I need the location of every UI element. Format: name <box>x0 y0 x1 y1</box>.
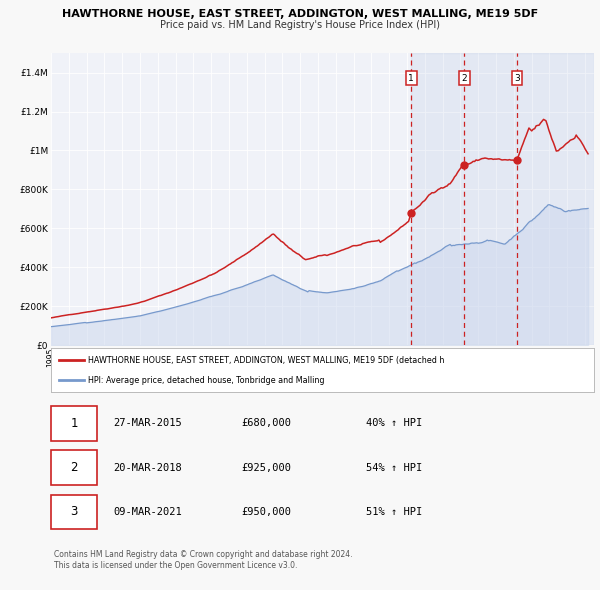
FancyBboxPatch shape <box>51 494 97 529</box>
Bar <box>411 53 594 345</box>
Text: 40% ↑ HPI: 40% ↑ HPI <box>366 418 422 428</box>
Text: £950,000: £950,000 <box>241 507 291 517</box>
Point <box>406 208 416 218</box>
Text: This data is licensed under the Open Government Licence v3.0.: This data is licensed under the Open Gov… <box>54 560 298 569</box>
Text: HAWTHORNE HOUSE, EAST STREET, ADDINGTON, WEST MALLING, ME19 5DF: HAWTHORNE HOUSE, EAST STREET, ADDINGTON,… <box>62 9 538 19</box>
Text: 3: 3 <box>514 74 520 83</box>
Text: Price paid vs. HM Land Registry's House Price Index (HPI): Price paid vs. HM Land Registry's House … <box>160 20 440 30</box>
Text: 54% ↑ HPI: 54% ↑ HPI <box>366 463 422 473</box>
Text: 2: 2 <box>461 74 467 83</box>
Text: 1: 1 <box>408 74 414 83</box>
Point <box>460 160 469 170</box>
Point <box>512 156 522 165</box>
Text: £680,000: £680,000 <box>241 418 291 428</box>
Text: 09-MAR-2021: 09-MAR-2021 <box>113 507 182 517</box>
Text: £925,000: £925,000 <box>241 463 291 473</box>
Text: 20-MAR-2018: 20-MAR-2018 <box>113 463 182 473</box>
Text: 51% ↑ HPI: 51% ↑ HPI <box>366 507 422 517</box>
FancyBboxPatch shape <box>51 406 97 441</box>
FancyBboxPatch shape <box>51 450 97 485</box>
Text: HAWTHORNE HOUSE, EAST STREET, ADDINGTON, WEST MALLING, ME19 5DF (detached h: HAWTHORNE HOUSE, EAST STREET, ADDINGTON,… <box>88 356 444 365</box>
Text: HPI: Average price, detached house, Tonbridge and Malling: HPI: Average price, detached house, Tonb… <box>88 376 325 385</box>
Text: 3: 3 <box>70 506 78 519</box>
Text: 2: 2 <box>70 461 78 474</box>
Text: 1: 1 <box>70 417 78 430</box>
Text: Contains HM Land Registry data © Crown copyright and database right 2024.: Contains HM Land Registry data © Crown c… <box>54 550 353 559</box>
Text: 27-MAR-2015: 27-MAR-2015 <box>113 418 182 428</box>
